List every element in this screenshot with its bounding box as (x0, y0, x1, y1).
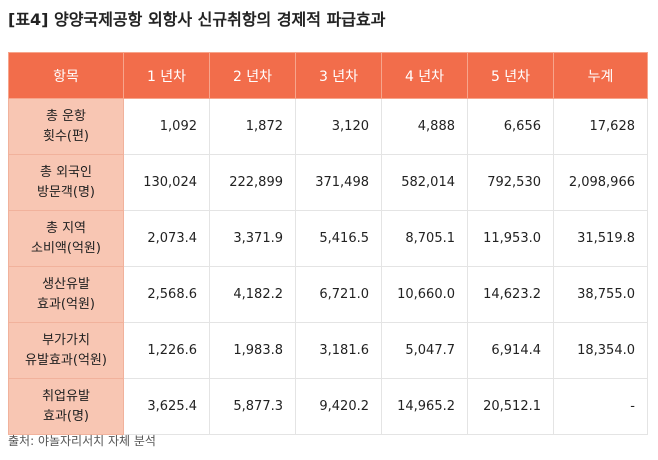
value-cell: 1,092 (123, 98, 210, 155)
value-cell: 1,226.6 (123, 322, 210, 379)
row-label-line: 총 외국인 (40, 164, 92, 180)
table: 항목 1 년차 2 년차 3 년차 4 년차 5 년차 누계 총 운항 횟수(편) 1,092 1… (8, 52, 648, 435)
value-cell: 9,420.2 (295, 378, 382, 435)
value-cell: 1,872 (209, 98, 296, 155)
row-label-line: 총 운항 (45, 108, 86, 124)
row-label-line: 횟수(편) (42, 128, 90, 144)
table-row: 취업유발 효과(명) 3,625.4 5,877.3 9,420.2 14,965.2 20… (8, 378, 648, 435)
value-cell: 14,623.2 (467, 266, 554, 323)
value-cell: 5,416.5 (295, 210, 382, 267)
value-cell: 2,098,966 (553, 154, 648, 211)
value-cell: 3,625.4 (123, 378, 210, 435)
value-cell: 1,983.8 (209, 322, 296, 379)
value-cell: 4,182.2 (209, 266, 296, 323)
value-cell: 5,877.3 (209, 378, 296, 435)
row-label-line: 방문객(명) (37, 184, 95, 200)
value-cell: 31,519.8 (553, 210, 648, 267)
value-cell: 130,024 (123, 154, 210, 211)
value-cell: 4,888 (381, 98, 468, 155)
header-cell: 4 년차 (381, 52, 468, 99)
table-row: 총 운항 횟수(편) 1,092 1,872 3,120 4,888 6,656 17,628 (8, 98, 648, 155)
value-cell: - (553, 378, 648, 435)
table-body: 총 운항 횟수(편) 1,092 1,872 3,120 4,888 6,656 17,628… (8, 98, 648, 435)
header-row: 항목 1 년차 2 년차 3 년차 4 년차 5 년차 누계 (8, 52, 648, 99)
row-label-line: 부가가치 (42, 332, 90, 348)
header-cell: 항목 (8, 52, 124, 99)
value-cell: 5,047.7 (381, 322, 468, 379)
table-row: 총 외국인 방문객(명) 130,024 222,899 371,498 582,014 7… (8, 154, 648, 211)
value-cell: 371,498 (295, 154, 382, 211)
value-cell: 6,914.4 (467, 322, 554, 379)
header-cell: 1 년차 (123, 52, 210, 99)
value-cell: 6,656 (467, 98, 554, 155)
value-cell: 14,965.2 (381, 378, 468, 435)
value-cell: 3,181.6 (295, 322, 382, 379)
table-row: 부가가치 유발효과(억원) 1,226.6 1,983.8 3,181.6 5,047.7… (8, 322, 648, 379)
value-cell: 2,568.6 (123, 266, 210, 323)
value-cell: 792,530 (467, 154, 554, 211)
value-cell: 17,628 (553, 98, 648, 155)
value-cell: 38,755.0 (553, 266, 648, 323)
table-row: 생산유발 효과(억원) 2,568.6 4,182.2 6,721.0 10,660.0 1… (8, 266, 648, 323)
value-cell: 11,953.0 (467, 210, 554, 267)
row-label-line: 취업유발 (42, 388, 90, 404)
value-cell: 18,354.0 (553, 322, 648, 379)
value-cell: 222,899 (209, 154, 296, 211)
title: [표4] 양양국제공항 외항사 신규취항의 경제적 파급효과 (8, 10, 386, 29)
row-label-line: 총 지역 (45, 220, 86, 236)
row-label-line: 유발효과(억원) (25, 352, 107, 368)
table-row: 총 지역 소비액(억원) 2,073.4 3,371.9 5,416.5 8,705.1 1… (8, 210, 648, 267)
value-cell: 3,120 (295, 98, 382, 155)
header-cell: 2 년차 (209, 52, 296, 99)
row-label-line: 소비액(억원) (31, 240, 101, 256)
source-note: 출처: 야놀자리서치 자체 분석 (8, 434, 156, 448)
value-cell: 582,014 (381, 154, 468, 211)
header-cell: 5 년차 (467, 52, 554, 99)
header-cell: 3 년차 (295, 52, 382, 99)
value-cell: 20,512.1 (467, 378, 554, 435)
row-label-line: 효과(명) (42, 408, 90, 424)
value-cell: 2,073.4 (123, 210, 210, 267)
row-label-line: 생산유발 (42, 276, 90, 292)
row-label-line: 효과(억원) (37, 296, 95, 312)
value-cell: 10,660.0 (381, 266, 468, 323)
value-cell: 6,721.0 (295, 266, 382, 323)
value-cell: 3,371.9 (209, 210, 296, 267)
header-cell: 누계 (553, 52, 648, 99)
value-cell: 8,705.1 (381, 210, 468, 267)
